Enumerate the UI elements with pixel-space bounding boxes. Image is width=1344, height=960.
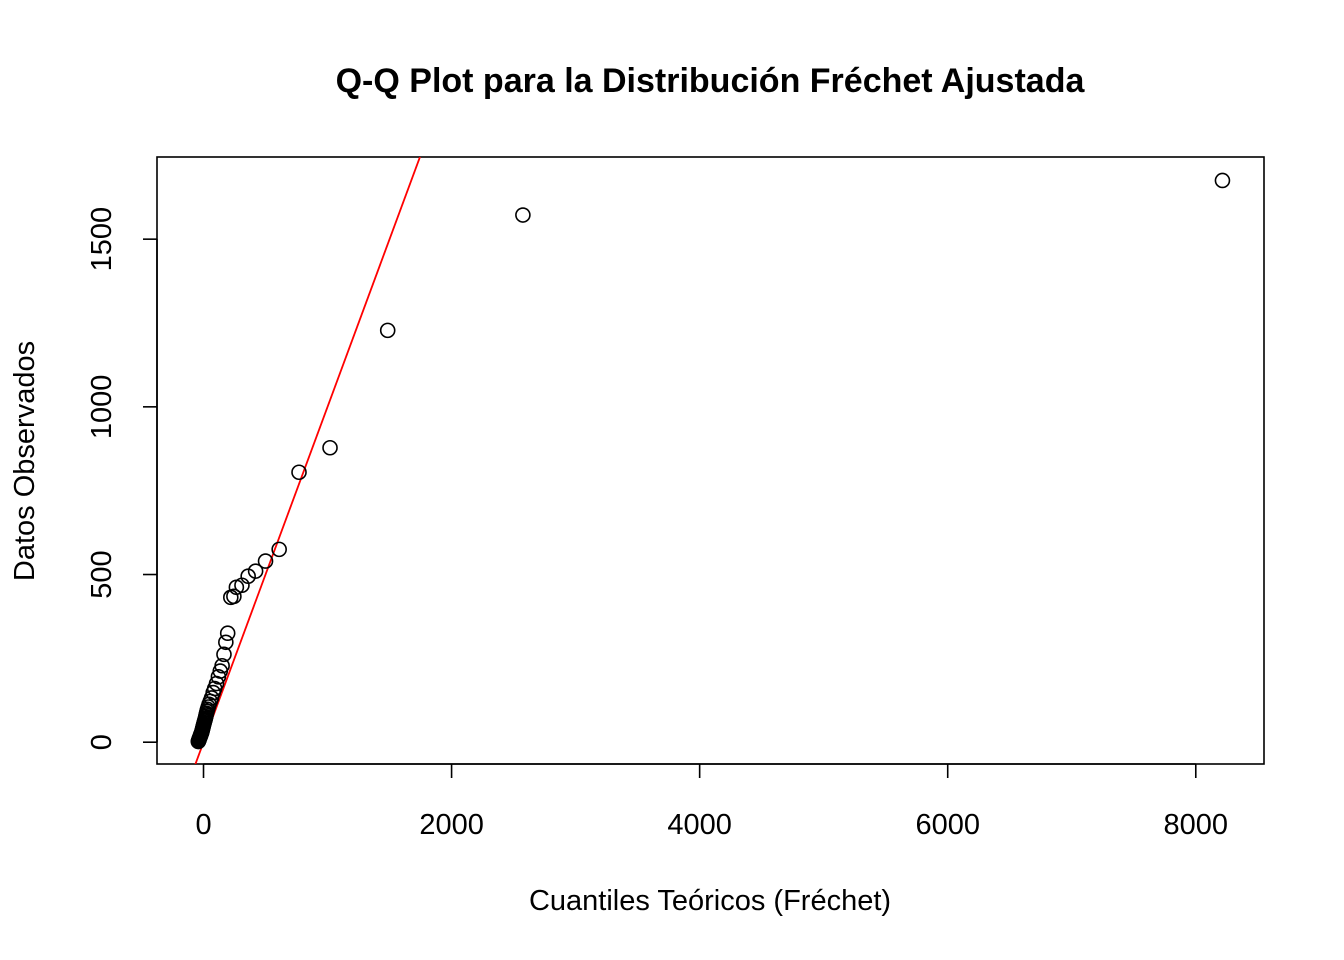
x-tick-label: 0 [195, 809, 211, 841]
x-axis-label: Cuantiles Teóricos (Fréchet) [529, 885, 891, 917]
plot-area [190, 157, 1231, 764]
y-axis: 0 500 1000 1500 [86, 207, 158, 750]
chart-title: Q-Q Plot para la Distribución Fréchet Aj… [336, 62, 1086, 100]
reference-line [194, 157, 421, 764]
x-axis: 0 2000 4000 6000 8000 [195, 763, 1229, 841]
data-points [190, 172, 1231, 750]
y-tick-label: 1500 [86, 207, 118, 272]
data-point [216, 646, 232, 663]
y-axis-label: Datos Observados [9, 341, 41, 581]
x-tick-label: 6000 [915, 809, 980, 841]
y-tick-label: 0 [86, 734, 118, 750]
data-point [271, 541, 287, 558]
data-point [219, 625, 236, 642]
data-point [291, 464, 307, 481]
data-point [214, 657, 230, 674]
x-tick-label: 4000 [667, 809, 732, 841]
data-point [322, 439, 338, 456]
y-tick-label: 500 [86, 550, 118, 598]
plot-frame [156, 156, 1265, 765]
data-point [257, 553, 274, 569]
x-tick-label: 8000 [1164, 809, 1229, 841]
y-tick-label: 1000 [86, 375, 118, 440]
data-point [226, 588, 242, 605]
data-point [379, 322, 396, 339]
data-point [247, 563, 264, 579]
data-point [515, 207, 531, 223]
data-point [218, 634, 234, 651]
data-point [1214, 172, 1231, 189]
x-tick-label: 2000 [419, 809, 484, 841]
